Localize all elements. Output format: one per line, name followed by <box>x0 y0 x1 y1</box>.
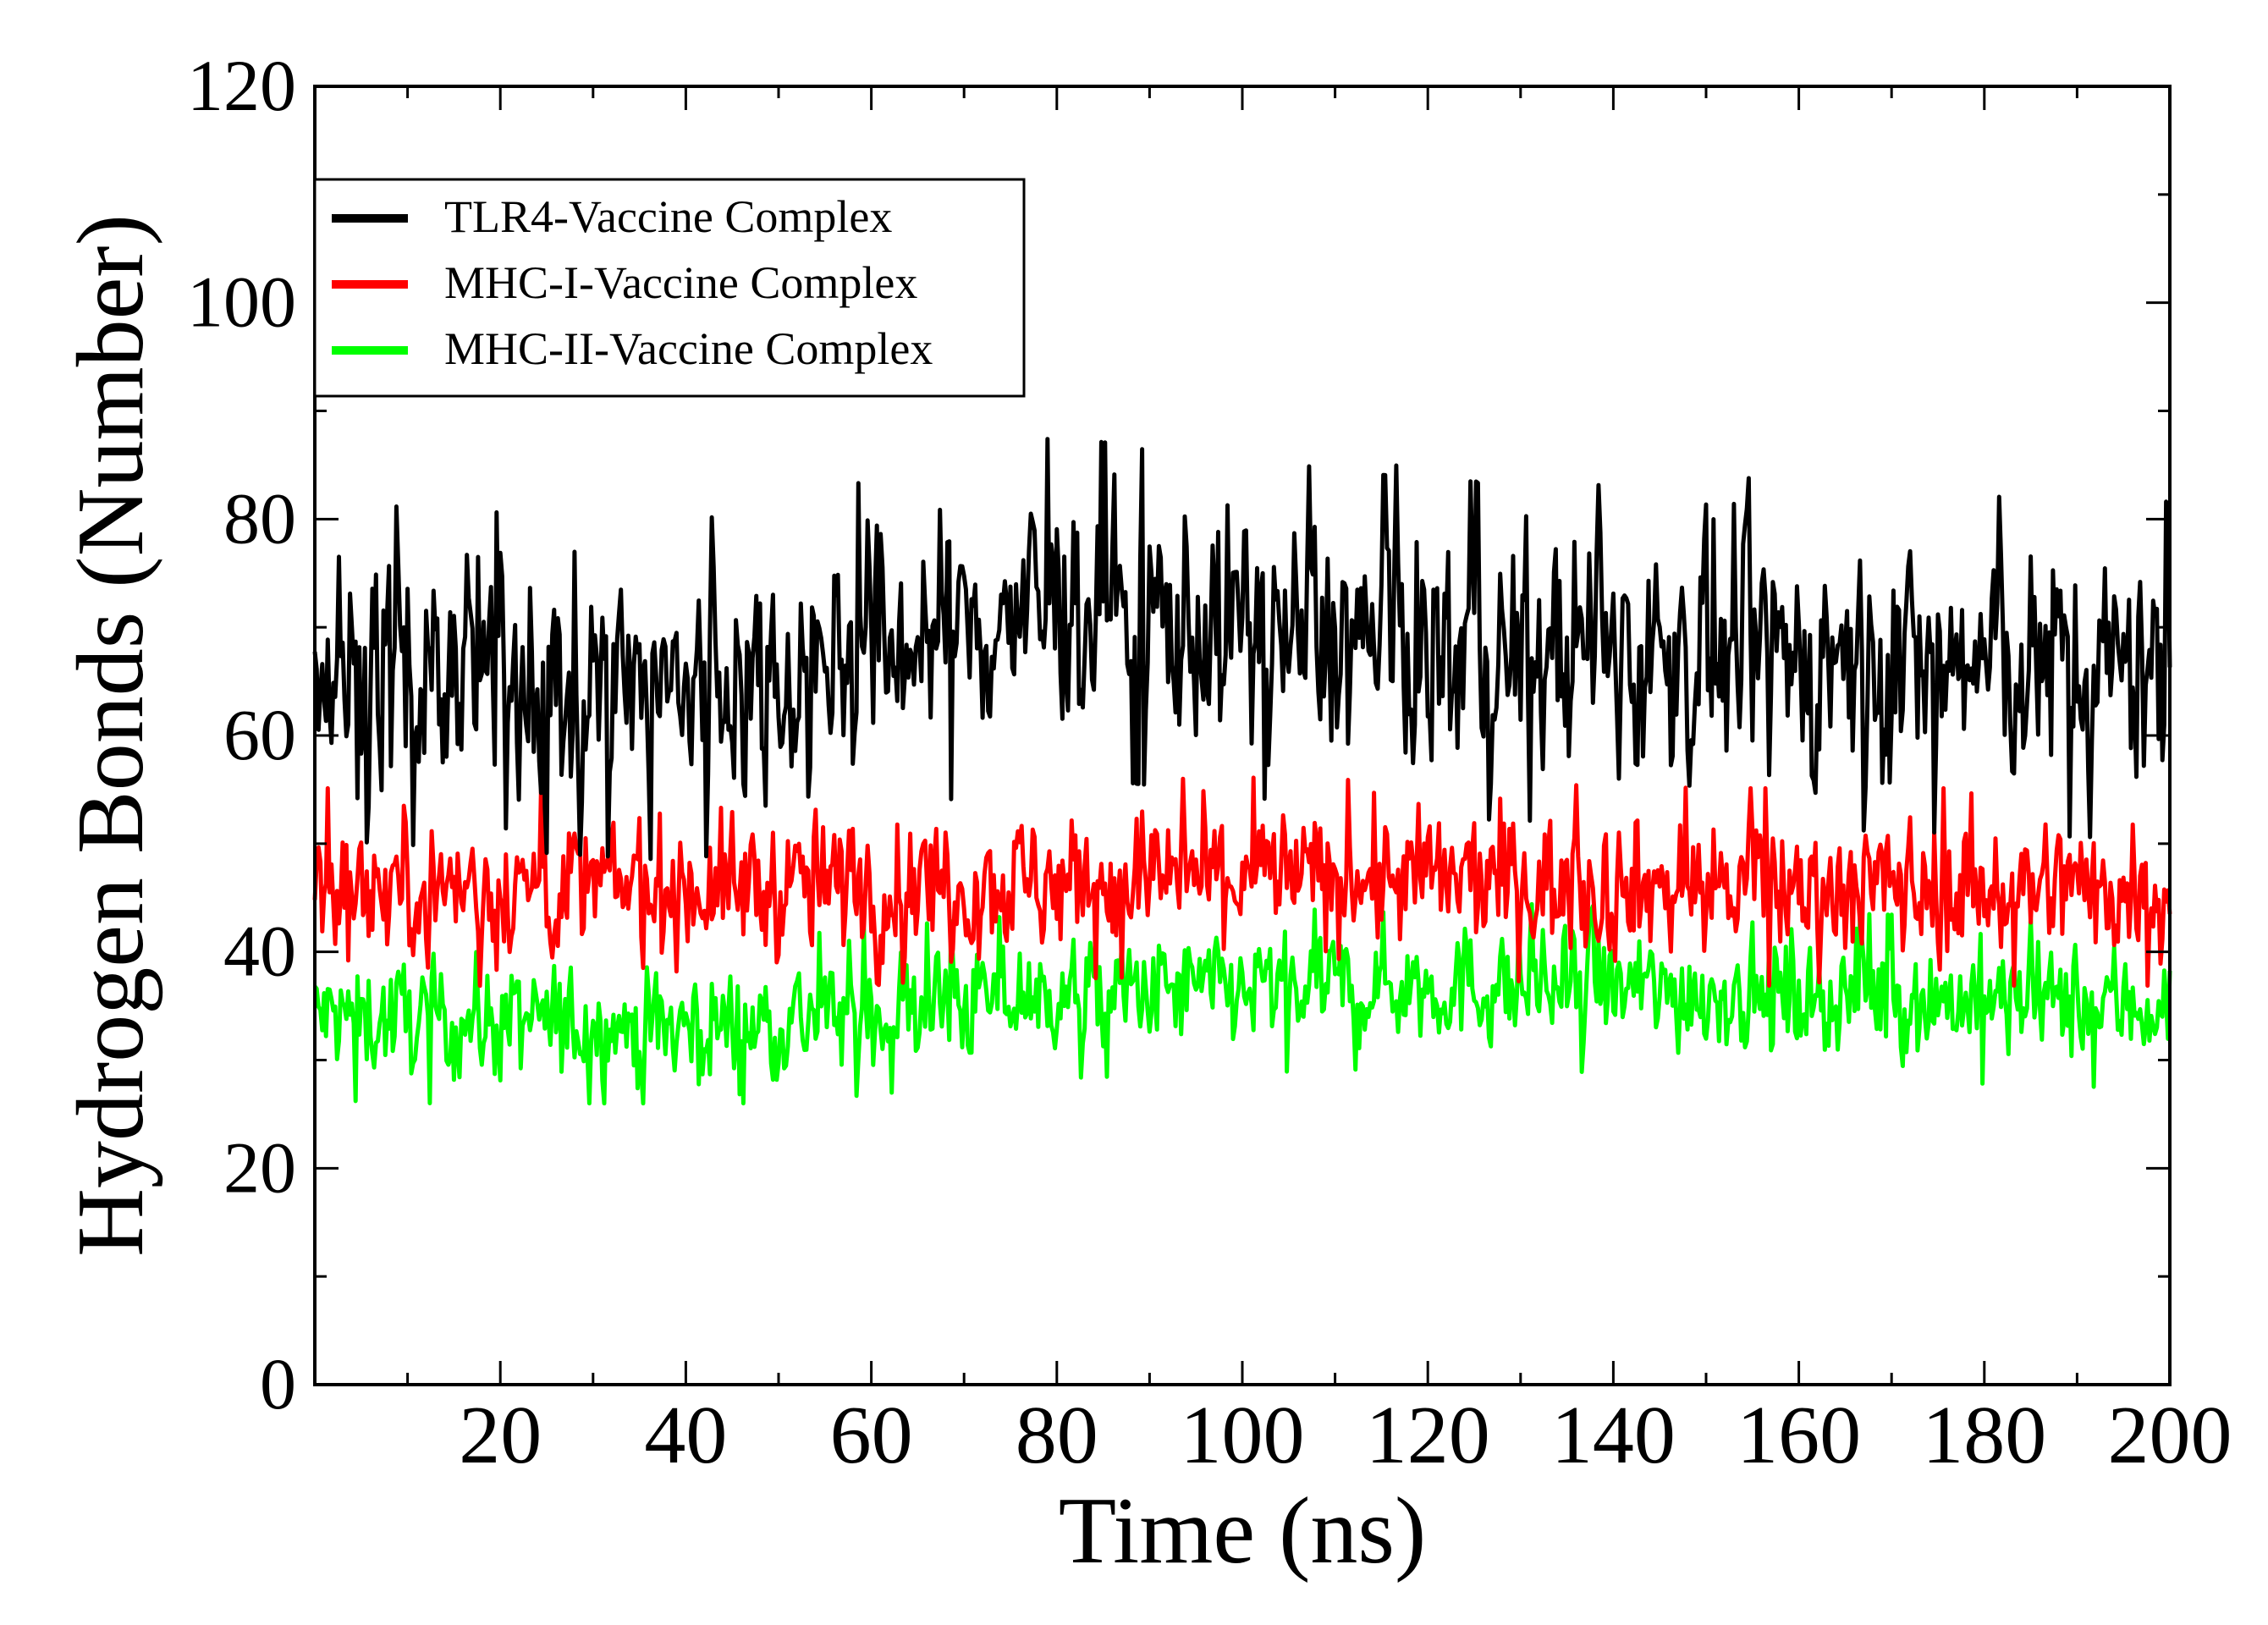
y-tick-label: 40 <box>223 911 296 992</box>
x-tick-label: 60 <box>830 1390 913 1481</box>
x-tick-label: 200 <box>2108 1390 2232 1481</box>
legend-label-tlr4: TLR4-Vaccine Complex <box>444 191 892 242</box>
y-tick-label: 20 <box>223 1126 296 1208</box>
y-tick-label: 60 <box>223 694 296 775</box>
legend-label-mhc2: MHC-II-Vaccine Complex <box>444 323 933 374</box>
series-line-tlr4 <box>312 437 2172 862</box>
x-axis-title: Time (ns) <box>1059 1479 1427 1584</box>
y-tick-label: 100 <box>187 262 296 343</box>
legend-box <box>313 178 1026 398</box>
x-tick-label: 20 <box>459 1390 542 1481</box>
x-tick-label: 80 <box>1016 1390 1098 1481</box>
y-axis-title: Hydrogen Bonds (Number) <box>58 214 163 1257</box>
y-tick-label: 120 <box>187 45 296 126</box>
y-tick-label: 80 <box>223 477 296 559</box>
x-tick-label: 140 <box>1551 1390 1676 1481</box>
x-tick-label: 100 <box>1181 1390 1305 1481</box>
x-tick-label: 160 <box>1737 1390 1861 1481</box>
x-tick-label: 40 <box>644 1390 727 1481</box>
x-tick-label: 120 <box>1366 1390 1490 1481</box>
series-line-mhc1 <box>312 775 2172 989</box>
y-tick-label: 0 <box>260 1343 296 1424</box>
x-tick-label: 180 <box>1922 1390 2046 1481</box>
legend: TLR4-Vaccine Complex MHC-I-Vaccine Compl… <box>313 178 1026 398</box>
legend-label-mhc1: MHC-I-Vaccine Complex <box>444 257 917 308</box>
